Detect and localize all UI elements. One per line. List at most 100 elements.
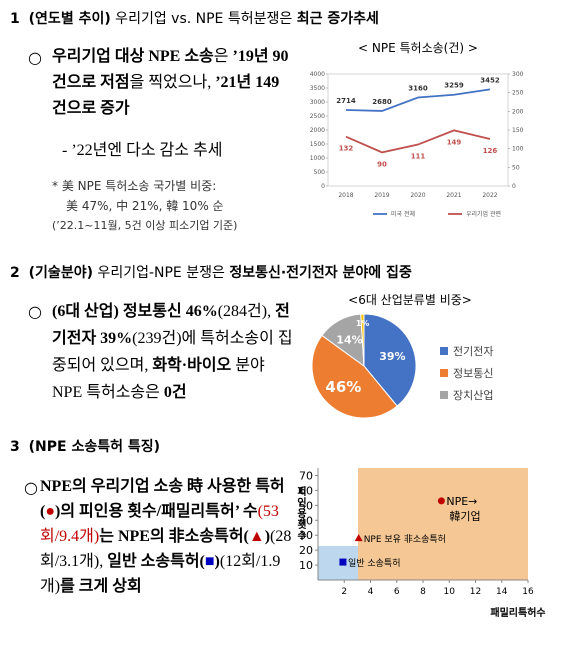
line-chart: < NPE 특허소송(건) >0500100015002000250030003… (310, 41, 524, 218)
data-label: 2714 (336, 97, 356, 105)
y-tick-label: 2000 (310, 127, 325, 134)
x-tick-label: 6 (394, 587, 400, 597)
text: ’19년 90건으로 저점 (52, 48, 289, 91)
x-tick-label: 2020 (410, 192, 425, 199)
y2-tick-label: 150 (512, 127, 524, 134)
y2-tick-label: 200 (512, 108, 524, 115)
bullet-icon: ○ (28, 302, 42, 321)
y2-tick-label: 0 (512, 183, 516, 190)
x-tick-label: 16 (522, 587, 534, 597)
text: ) (214, 553, 220, 570)
y-tick-label: 0 (321, 183, 325, 190)
text: (284건), (217, 303, 276, 320)
chart-title: < NPE 특허소송(건) > (358, 41, 478, 55)
note: (’22.1~11월, 5건 이상 피소기업 기준) (52, 219, 238, 232)
legend-label: 전기전자 (453, 345, 493, 358)
section-heading: 1 (연도별 추이) 우리기업 vs. NPE 특허분쟁은 최근 증가추세 (10, 8, 379, 28)
slice-label: 1% (356, 319, 370, 328)
legend-swatch (440, 347, 448, 355)
x-tick-label: 2018 (338, 192, 353, 199)
data-label: 3452 (480, 76, 500, 84)
y2-tick-label: 100 (512, 146, 524, 153)
section-heading: 2 (기술분야) 우리기업-NPE 분쟁은 정보통신·전기전자 분야에 집중 (10, 262, 412, 282)
point (354, 534, 363, 542)
text: 는 NPE의 非소송특허( (99, 528, 249, 545)
section-number: 3 (10, 439, 20, 455)
data-label: 90 (377, 160, 387, 168)
pie-slice (360, 313, 365, 367)
text: (239건)에 특허소송이 집중되어 있으며, (52, 330, 293, 374)
section-number: 1 (10, 11, 20, 27)
note: * 美 NPE 특허소송 국가별 비중: (52, 179, 217, 193)
data-label: 126 (483, 147, 498, 155)
x-axis-label: 패밀리특허수 (490, 606, 545, 619)
legend-label: 미국 전체 (391, 210, 415, 218)
point-label: 韓기업 (449, 510, 480, 523)
text: (53회/9.4개) (40, 503, 279, 545)
y2-tick-label: 300 (512, 71, 524, 78)
data-label: 132 (339, 145, 354, 153)
data-label: 3160 (408, 85, 428, 93)
y-tick-label: 60 (299, 484, 313, 497)
y-tick-label: 3000 (310, 99, 325, 106)
bullet-icon: ○ (24, 478, 38, 497)
heading-part: 최근 증가추세 (296, 11, 379, 27)
text: 우리기업 대상 NPE 소송 (52, 48, 214, 65)
text: 분야 NPE 특허소송은 (52, 357, 265, 401)
legend-label: 우리기업 관련 (466, 210, 501, 218)
section-heading: 3 (NPE 소송특허 특징) (10, 436, 160, 456)
symbol: ■ (204, 553, 215, 570)
y-axis-label: 피인용횟수 (295, 485, 307, 541)
symbol: ● (45, 503, 55, 520)
text: )의 피인용 횟수/패밀리특허’ 수 (55, 503, 258, 520)
y-tick-label: 500 (314, 169, 326, 176)
scatter-chart: 10 20 30 40 50 60 70 2 4 6 8 10 12 14 16 패밀리특허수 피인용횟수 NPE… (295, 468, 546, 619)
heading-part: 우리기업-NPE 분쟁은 (92, 265, 230, 281)
slice-label: 39% (379, 350, 405, 363)
heading-part: 우리기업 vs. NPE 특허분쟁은 (110, 11, 297, 27)
legend-label: 정보통신 (453, 367, 493, 380)
heading-part: 정보통신·전기전자 분야에 집중 (229, 265, 412, 281)
x-tick-label: 8 (420, 587, 426, 597)
point-label: NPE 보유 非소송특허 (364, 533, 446, 545)
y-tick-label: 2500 (310, 113, 325, 120)
text: (12회/1.9개) (40, 553, 281, 595)
text: ’21년 149건으로 증가 (52, 74, 280, 117)
heading-part: (기술분야) (28, 265, 93, 281)
x-tick-label: 4 (368, 587, 374, 597)
point (437, 497, 445, 505)
point-label: NPE→ (446, 495, 477, 508)
pie-slice (311, 334, 398, 419)
y2-tick-label: 50 (512, 164, 520, 171)
pie-chart: <6대 산업분류별 비중> 39% 전기전자 46% 정보통신 14% 장치산업 1% (311, 293, 493, 419)
text: 일반 소송특허( (107, 553, 205, 570)
series-line (345, 129, 491, 154)
y-tick-label: 3500 (310, 85, 325, 92)
y2-tick-label: 250 (512, 90, 524, 97)
symbol: ▲ (248, 528, 265, 545)
data-label: 3259 (444, 82, 464, 90)
x-tick-label: 2021 (446, 192, 461, 199)
region (358, 468, 528, 580)
data-label: 2680 (372, 98, 392, 106)
x-tick-label: 10 (444, 587, 456, 597)
y-tick-label: 4000 (310, 71, 325, 78)
text: 전기전자 39% (52, 303, 290, 347)
y-tick-label: 20 (299, 544, 313, 557)
y-tick-label: 30 (299, 529, 313, 542)
bullet-text: (6대 산업) 정보통신 46%(284건), 전기전자 39%(239건)에 … (52, 298, 297, 406)
chart-title: <6대 산업분류별 비중> (348, 293, 472, 307)
bullet-text: 우리기업 대상 NPE 소송은 ’19년 90건으로 저점을 찍었으나, ’21… (52, 44, 290, 122)
x-tick-label: 2022 (482, 192, 497, 199)
text: 을 찍었으나, (129, 74, 216, 91)
text: 화학·바이오 (152, 357, 232, 374)
text: NPE의 우리기업 소송 時 사용한 특허( (40, 478, 285, 520)
bullet-icon: ○ (28, 48, 42, 67)
y-tick-label: 40 (299, 514, 313, 527)
y-tick-label: 1500 (310, 141, 325, 148)
heading-part: (NPE 소송특허 특징) (28, 439, 161, 455)
text: (6대 산업) 정보통신 46% (52, 303, 218, 320)
x-tick-label: 14 (496, 587, 508, 597)
legend-swatch (440, 369, 448, 377)
